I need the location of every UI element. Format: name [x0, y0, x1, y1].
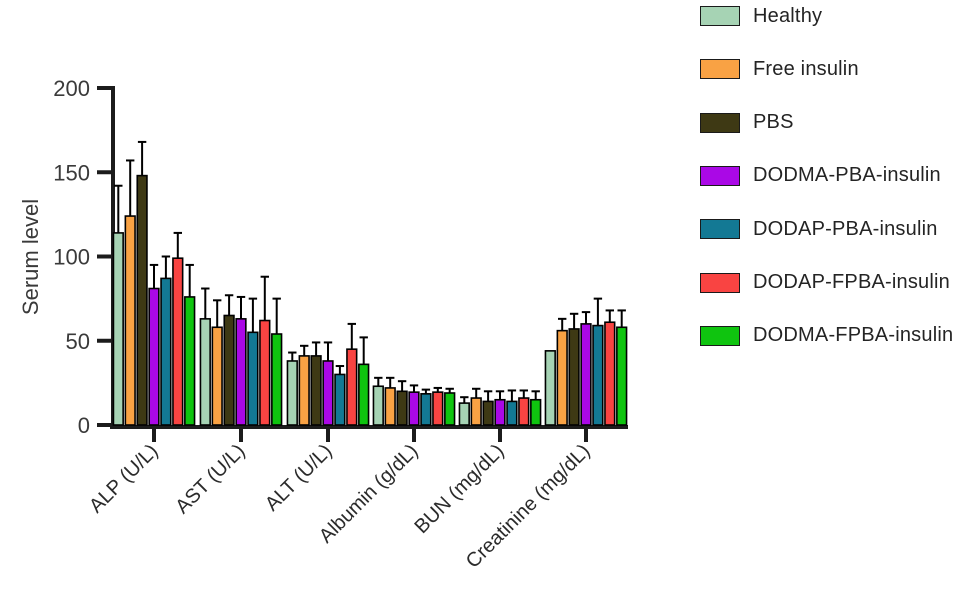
y-tick-label: 100	[53, 245, 90, 270]
bar	[444, 392, 456, 426]
bar	[506, 400, 518, 426]
chart-legend: Healthy Free insulin PBS DODMA-PBA-insulin D…	[690, 0, 969, 360]
bar	[372, 385, 384, 426]
x-category-label: AST (U/L)	[171, 440, 249, 518]
legend-label: DODAP-FPBA-insulin	[753, 271, 950, 293]
legend-swatch	[700, 325, 740, 346]
legend-swatch	[700, 165, 740, 186]
bar	[199, 318, 211, 426]
legend-label: DODMA-FPBA-insulin	[753, 324, 954, 347]
legend-label: PBS	[753, 111, 794, 134]
x-category-label: ALP (U/L)	[85, 440, 162, 517]
bar	[604, 321, 616, 426]
bar	[235, 318, 247, 426]
bar	[334, 373, 346, 426]
y-axis-title: Serum level	[18, 199, 43, 315]
bar	[494, 398, 506, 426]
x-category-label: ALT (U/L)	[261, 440, 337, 516]
bar	[271, 333, 283, 426]
legend-item: Free insulin	[700, 58, 859, 80]
legend-item: DODMA-FPBA-insulin	[700, 324, 954, 347]
y-tick-label: 50	[66, 329, 90, 354]
legend-label: DODAP-PBA-insulin	[753, 217, 938, 240]
legend-label: DODMA-PBA-insulin	[753, 164, 941, 187]
legend-item: DODAP-PBA-insulin	[700, 218, 938, 240]
bar	[148, 287, 160, 426]
bar	[420, 393, 432, 426]
legend-swatch	[700, 272, 740, 293]
bar	[286, 360, 298, 426]
bar	[124, 215, 136, 426]
legend-swatch	[700, 112, 740, 133]
legend-swatch	[700, 6, 740, 26]
bar	[136, 174, 148, 426]
bar	[184, 296, 196, 426]
bar	[530, 398, 542, 426]
bar	[310, 355, 322, 426]
bar	[544, 350, 556, 426]
legend-item: PBS	[700, 111, 794, 134]
bar	[580, 323, 592, 426]
bar	[322, 360, 334, 426]
bar	[568, 328, 580, 426]
bar	[259, 319, 271, 426]
bar	[160, 277, 172, 426]
bar	[172, 257, 184, 426]
y-tick-label: 200	[53, 76, 90, 101]
bar	[458, 402, 470, 426]
bar	[384, 387, 396, 426]
legend-label: Free insulin	[753, 57, 859, 80]
bar	[470, 397, 482, 426]
bar	[223, 314, 235, 426]
bar	[482, 400, 494, 426]
serum-level-bar-chart: 0 50 100 150 200 Serum level ALP (U/L) AST (U/L…	[18, 76, 628, 573]
bar	[346, 348, 358, 426]
legend-item: Healthy	[700, 5, 822, 27]
bar	[358, 363, 370, 426]
bar	[408, 391, 420, 426]
y-tick-label: 0	[78, 413, 90, 438]
legend-swatch	[700, 59, 740, 80]
legend-label: Healthy	[753, 4, 823, 27]
bar	[518, 397, 530, 426]
bar	[556, 329, 568, 426]
bar	[298, 355, 310, 426]
bar	[247, 331, 259, 426]
bar	[592, 324, 604, 426]
bar	[211, 326, 223, 426]
bar	[112, 232, 124, 426]
legend-swatch	[700, 219, 740, 240]
bar	[616, 326, 628, 426]
legend-item: DODAP-FPBA-insulin	[700, 271, 950, 294]
bar	[432, 391, 444, 426]
x-category-label: BUN (mg/dL)	[410, 440, 508, 538]
y-tick-label: 150	[53, 160, 90, 185]
bar	[396, 390, 408, 426]
legend-item: DODMA-PBA-insulin	[700, 164, 941, 187]
